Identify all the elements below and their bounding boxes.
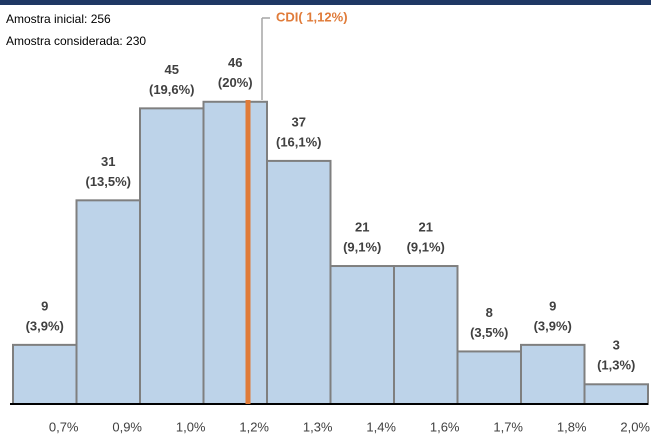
note: Amostra considerada: 230	[6, 34, 146, 48]
top-strip	[0, 0, 651, 5]
bar	[139, 107, 205, 405]
percent-label: (3,9%)	[26, 318, 64, 333]
x-tick-label: 1,4%	[366, 419, 396, 434]
percent-label: (20%)	[218, 75, 253, 90]
bar	[12, 343, 78, 405]
data-label: 45	[165, 62, 179, 77]
bar	[520, 343, 586, 405]
bar	[583, 383, 649, 406]
percent-label: (9,1%)	[343, 239, 381, 254]
data-label: 46	[228, 55, 242, 70]
percent-label: (1,3%)	[597, 358, 635, 373]
data-label: 3	[613, 338, 620, 353]
bar	[266, 159, 332, 405]
x-tick-label: 1,6%	[430, 419, 460, 434]
reference-label: CDI( 1,12%)	[276, 9, 348, 24]
bar	[75, 199, 141, 405]
percent-label: (3,5%)	[470, 325, 508, 340]
x-tick-label: 1,0%	[176, 419, 206, 434]
x-tick-label: 1,7%	[493, 419, 523, 434]
percent-label: (13,5%)	[85, 174, 131, 189]
x-tick-label: 1,8%	[557, 419, 587, 434]
bar	[456, 350, 522, 406]
data-label: 37	[292, 114, 306, 129]
x-tick-label: 1,2%	[239, 419, 269, 434]
bar	[202, 100, 268, 405]
data-label: 31	[101, 154, 115, 169]
data-label: 9	[549, 298, 556, 313]
bar	[393, 265, 459, 405]
plot: 9 (3,9%) 0,7% 31 (13,5%) 0,9% 45 (19,6%) 1,0% 46 (…	[12, 55, 650, 434]
note: Amostra inicial: 256	[6, 12, 111, 26]
data-label: 9	[41, 298, 48, 313]
percent-label: (3,9%)	[534, 318, 572, 333]
data-label: 21	[419, 219, 433, 234]
x-tick-label: 0,7%	[49, 419, 79, 434]
percent-label: (9,1%)	[407, 239, 445, 254]
data-label: 21	[355, 219, 369, 234]
x-tick-label: 2,0%	[620, 419, 650, 434]
data-label: 8	[486, 305, 493, 320]
bar	[329, 265, 395, 405]
x-tick-label: 0,9%	[112, 419, 142, 434]
percent-label: (16,1%)	[276, 134, 322, 149]
x-tick-label: 1,3%	[303, 419, 333, 434]
percent-label: (19,6%)	[149, 82, 195, 97]
